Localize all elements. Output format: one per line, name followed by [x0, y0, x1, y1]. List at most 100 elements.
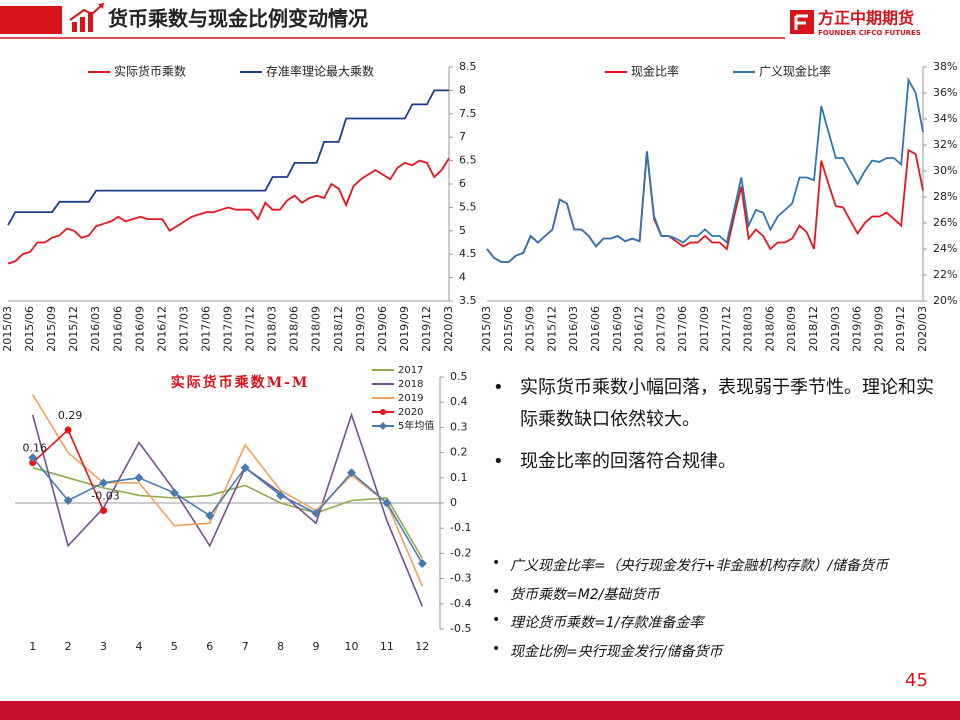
y-tick-label: 8.5	[459, 60, 477, 73]
y-tick-label: 7	[459, 130, 466, 143]
y-tick-label: 38%	[933, 60, 957, 73]
x-tick-label: 2019/09	[872, 306, 885, 352]
marker	[311, 508, 321, 518]
y-tick-label: 3.5	[459, 294, 477, 307]
x-tick-label: 2017/09	[222, 306, 235, 352]
x-tick-label: 2015/12	[67, 306, 80, 352]
x-tick-label: 2017/12	[244, 306, 257, 352]
x-tick-label: 2015/06	[502, 306, 515, 352]
logo-subtext: FOUNDER CIFCO FUTURES	[818, 29, 921, 37]
x-tick-label: 2016/12	[633, 306, 646, 352]
legend-label: 实际货币乘数	[114, 64, 186, 79]
x-tick-label: 2018/06	[763, 306, 776, 352]
x-tick-label: 3	[100, 640, 107, 653]
x-tick-label: 2017/03	[177, 306, 190, 352]
x-tick-label: 8	[277, 640, 284, 653]
x-tick-label: 2018/09	[785, 306, 798, 352]
x-tick-label: 2017/09	[698, 306, 711, 352]
legend-label: 5年均值	[398, 419, 434, 432]
marker	[28, 453, 38, 463]
x-tick-label: 2019/03	[829, 306, 842, 352]
y-tick-label: 7.5	[459, 107, 477, 120]
y-tick-label: 0.5	[450, 370, 468, 383]
y-tick-label: -0.4	[450, 597, 471, 610]
header-block	[0, 6, 62, 34]
x-tick-label: 11	[380, 640, 394, 653]
x-tick-label: 1	[29, 640, 36, 653]
x-tick-label: 5	[171, 640, 178, 653]
y-tick-label: 26%	[933, 216, 957, 229]
x-tick-label: 2018/12	[807, 306, 820, 352]
note: 广义现金比率=（央行现金发行+非金融机构存款）/储备货币	[490, 555, 950, 575]
y-tick-label: 4.5	[459, 247, 477, 260]
marker	[240, 463, 250, 473]
note: 理论货币乘数=1/存款准备金率	[490, 612, 950, 632]
series-line	[7, 89, 449, 226]
chart-title: 实际货币乘数M-M	[171, 374, 310, 391]
series-line	[32, 394, 424, 587]
series-line	[7, 157, 450, 265]
x-tick-label: 2019/06	[376, 306, 389, 352]
legend-label: 2019	[398, 393, 423, 404]
x-tick-label: 2017/06	[199, 306, 212, 352]
legend-label: 2017	[398, 365, 423, 376]
x-tick-label: 2016/06	[589, 306, 602, 352]
data-label: 0.16	[22, 442, 47, 455]
x-tick-label: 10	[344, 640, 358, 653]
x-tick-label: 2015/09	[524, 306, 537, 352]
y-tick-label: 20%	[933, 294, 957, 307]
x-tick-label: 2015/06	[23, 306, 36, 352]
marker	[276, 490, 286, 500]
series-line	[32, 457, 423, 564]
bullet: 现金比率的回落符合规律。	[490, 446, 950, 478]
series-line	[31, 412, 424, 607]
x-tick-label: 2015/09	[45, 306, 58, 352]
y-tick-label: -0.5	[450, 622, 471, 635]
header-icon	[69, 3, 104, 32]
series-line	[486, 148, 924, 263]
y-tick-label: 0	[450, 496, 457, 509]
marker	[169, 488, 179, 498]
x-tick-label: 9	[313, 640, 320, 653]
slide-title: 货币乘数与现金比例变动情况	[108, 7, 368, 31]
bullet: 实际货币乘数小幅回落，表现弱于季节性。理论和实际乘数缺口依然较大。	[490, 372, 950, 436]
legend-label: 存准率理论最大乘数	[266, 64, 374, 79]
x-tick-label: 2020/03	[916, 306, 929, 352]
x-tick-label: 2018/03	[266, 306, 279, 352]
x-tick-label: 2015/12	[545, 306, 558, 352]
y-tick-label: 34%	[933, 112, 957, 125]
marker	[205, 511, 215, 521]
x-tick-label: 2018/12	[332, 306, 345, 352]
x-tick-label: 2016/03	[567, 306, 580, 352]
marker	[346, 468, 356, 478]
x-tick-label: 2016/12	[155, 306, 168, 352]
y-tick-label: 4	[459, 271, 466, 284]
marker	[382, 498, 392, 508]
x-tick-label: 2018/06	[288, 306, 301, 352]
x-tick-label: 2019/06	[851, 306, 864, 352]
y-tick-label: 24%	[933, 242, 957, 255]
y-tick-label: 6	[459, 177, 466, 190]
x-tick-label: 2019/09	[398, 306, 411, 352]
y-tick-label: -0.1	[450, 521, 471, 534]
y-tick-label: 8	[459, 83, 466, 96]
x-tick-label: 7	[242, 640, 249, 653]
x-tick-label: 2015/03	[1, 306, 14, 352]
marker	[100, 507, 108, 515]
x-tick-label: 6	[206, 640, 213, 653]
legend-marker	[380, 409, 386, 415]
x-tick-label: 2018/03	[742, 306, 755, 352]
marker	[63, 495, 73, 505]
x-tick-label: 2017/12	[720, 306, 733, 352]
x-tick-label: 2019/12	[420, 306, 433, 352]
legend-label: 2018	[398, 379, 423, 390]
y-tick-label: 30%	[933, 164, 957, 177]
series-line	[486, 76, 924, 263]
y-tick-label: 0.1	[450, 471, 468, 484]
legend-label: 广义现金比率	[759, 64, 831, 79]
marker	[134, 473, 144, 483]
marker	[64, 426, 72, 434]
x-tick-label: 2016/09	[611, 306, 624, 352]
note: 现金比例=央行现金发行/储备货币	[490, 641, 950, 661]
